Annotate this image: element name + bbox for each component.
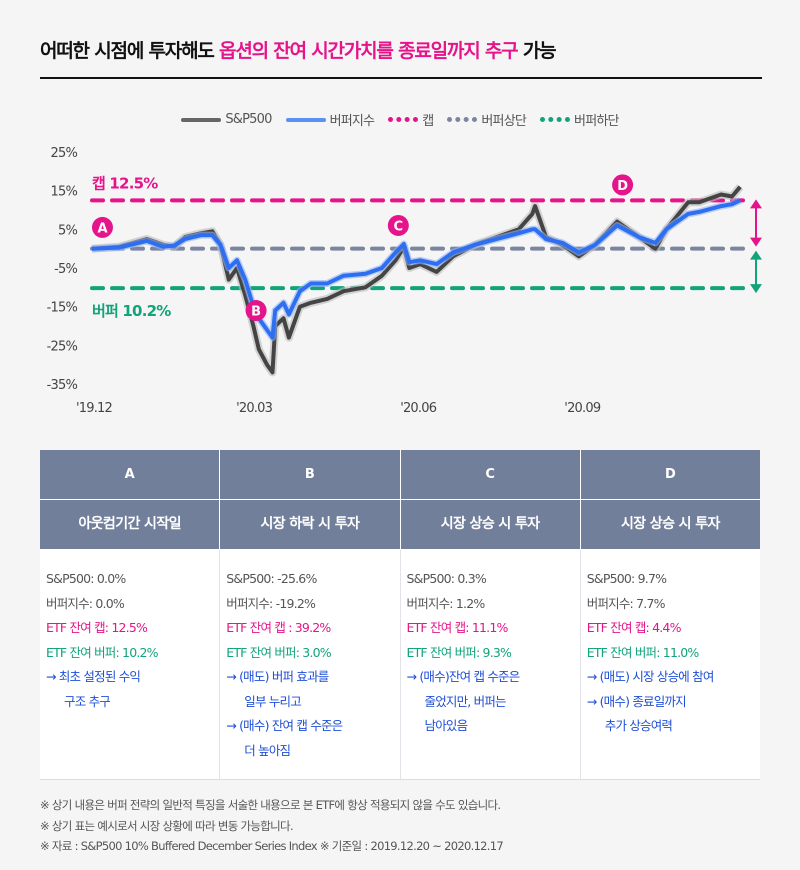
header-title-b: 시장 하락 시 투자: [220, 500, 401, 550]
cell-line: 구조 추구: [64, 693, 111, 709]
legend-swatch-buffer-index: [285, 117, 326, 122]
y-tick-label: 15%: [51, 185, 78, 200]
cell-line: ETF 잔여 버퍼: 11.0%: [586, 644, 700, 660]
cell-line: ETF 잔여 캡: 12.5%: [46, 620, 148, 635]
cell-line: ETF 잔여 캡: 4.4%: [586, 620, 682, 635]
legend-label: 캡: [422, 114, 434, 129]
y-tick-label: -5%: [54, 262, 77, 277]
header-letter-c: C: [400, 450, 581, 500]
marker-c-badge: [387, 214, 409, 236]
marker-d-badge: [612, 174, 634, 196]
cell-line: 남아있음: [424, 718, 469, 733]
cell-line: → 최초 설정된 수익: [46, 669, 141, 684]
cell-line: → (매수) 종료일까지: [586, 693, 687, 709]
cell-line: 일부 누리고: [244, 693, 301, 709]
legend-swatch-buffer-upper: [447, 117, 478, 122]
legend-item-sp500: S&P500: [181, 112, 272, 127]
title-part2: 가능: [517, 40, 557, 62]
header-letter-b: B: [220, 450, 401, 500]
header-letter-a: A: [40, 450, 221, 500]
cell-line: S&P500: 9.7%: [586, 571, 667, 586]
marker-a-label: A: [97, 221, 107, 236]
cell-line: ETF 잔여 캡 : 39.2%: [226, 620, 331, 635]
cell-line: S&P500: -25.6%: [226, 571, 317, 586]
cell-line: 줄었지만, 버퍼는: [424, 693, 507, 709]
legend-item-buffer-upper: 버퍼상단: [447, 110, 527, 129]
marker-d-label: D: [617, 179, 628, 194]
cell-line: 버퍼지수: 1.2%: [406, 595, 486, 611]
marker-b-badge: [245, 300, 267, 322]
table-cell-a: S&P500: 0.0% 버퍼지수: 0.0% ETF 잔여 캡: 12.5% ETF…: [40, 550, 221, 780]
legend-label: 버퍼지수: [329, 114, 375, 129]
footnote: ※ 상기 표는 예시로서 시장 상황에 따라 변동 가능합니다.: [40, 818, 294, 833]
cell-line: ETF 잔여 버퍼: 3.0%: [226, 644, 331, 660]
cell-line: → (매수) 잔여 캡 수준은: [226, 718, 343, 733]
table-cell-b: S&P500: -25.6% 버퍼지수: -19.2% ETF 잔여 캡 : 39.…: [220, 550, 401, 780]
x-tick-label: '20.09: [564, 401, 601, 416]
y-tick-label: 25%: [51, 146, 78, 161]
footnote: ※ 상기 내용은 버퍼 전략의 일반적 특징을 서술한 내용으로 본 ETF에 …: [40, 798, 501, 812]
buffer-label: 버퍼 10.2%: [92, 302, 171, 320]
line-chart: 25% 15% 5% -5% -15% -25% -35% '19.12 '20.03 '20.0…: [47, 146, 762, 416]
sp500-line: [91, 185, 742, 375]
legend-item-cap: 캡: [388, 110, 434, 129]
header-title-a: 아웃컴기간 시작일: [40, 500, 221, 550]
x-tick-label: '19.12: [76, 401, 112, 416]
table-body: S&P500: 0.0% 버퍼지수: 0.0% ETF 잔여 캡: 12.5% ETF…: [40, 550, 760, 780]
cell-line: S&P500: 0.3%: [406, 571, 487, 586]
marker-a-badge: [91, 216, 113, 238]
legend-label: 버퍼하단: [574, 114, 619, 129]
buffer-range-arrow-head-up: [750, 250, 762, 260]
table-cell-c: S&P500: 0.3% 버퍼지수: 1.2% ETF 잔여 캡: 11.1% ETF…: [400, 550, 581, 780]
cell-line: → (매도) 시장 상승에 참여: [586, 669, 715, 684]
cell-line: 버퍼지수: 7.7%: [586, 595, 666, 611]
cap-range-arrow-head-up: [750, 199, 762, 209]
legend-item-buffer-index: 버퍼지수: [285, 110, 375, 129]
legend-label: S&P500: [225, 112, 272, 127]
cap-range-arrow-head-down: [750, 237, 762, 247]
sp500-line-shadow: [91, 184, 744, 377]
cell-line: 버퍼지수: 0.0%: [46, 595, 125, 611]
legend-item-buffer-lower: 버퍼하단: [540, 110, 619, 129]
legend-swatch-cap: [388, 117, 419, 122]
table-header-titles: 아웃컴기간 시작일 시장 하락 시 투자 시장 상승 시 투자 시장 상승 시 투자: [40, 500, 760, 550]
x-tick-label: '20.03: [236, 401, 273, 416]
cell-line: S&P500: 0.0%: [46, 571, 126, 586]
header-title-d: 시장 상승 시 투자: [580, 500, 760, 550]
title-part1: 어떠한 시점에 투자해도: [40, 40, 220, 62]
cell-line: 버퍼지수: -19.2%: [226, 595, 316, 611]
footnote: ※ 자료 : S&P500 10% Buffered December Seri…: [40, 839, 504, 853]
cell-line: ETF 잔여 버퍼: 10.2%: [46, 644, 159, 660]
title-highlight: 옵션의 잔여 시간가치를 종료일까지 추구: [219, 40, 519, 62]
legend-swatch-buffer-lower: [540, 117, 571, 122]
y-tick-label: 5%: [58, 223, 77, 238]
footnotes: ※ 상기 내용은 버퍼 전략의 일반적 특징을 서술한 내용으로 본 ETF에 …: [40, 795, 504, 857]
header-title-c: 시장 상승 시 투자: [400, 500, 581, 550]
marker-b-label: B: [251, 305, 261, 320]
cell-line: 추가 상승여력: [604, 718, 673, 733]
cell-line: → (매도) 버퍼 효과를: [226, 669, 329, 684]
cell-line: 더 높아짐: [244, 742, 291, 758]
y-tick-label: -15%: [47, 301, 78, 316]
cap-label: 캡 12.5%: [92, 174, 158, 192]
x-tick-label: '20.06: [400, 401, 437, 416]
cell-line: ETF 잔여 버퍼: 9.3%: [406, 644, 512, 660]
cell-line: ETF 잔여 캡: 11.1%: [406, 620, 509, 635]
marker-c-label: C: [394, 219, 404, 234]
buffer-range-arrow-head-down: [750, 284, 762, 294]
chart-legend: S&P500 버퍼지수 캡 버퍼상단 버퍼하단: [0, 110, 800, 129]
y-tick-label: -25%: [47, 339, 78, 354]
title-divider: [40, 77, 762, 79]
y-tick-label: -35%: [47, 378, 78, 393]
legend-label: 버퍼상단: [481, 114, 527, 129]
cell-line: → (매수)잔여 캡 수준은: [406, 669, 521, 684]
header-letter-d: D: [580, 450, 760, 500]
table-cell-d: S&P500: 9.7% 버퍼지수: 7.7% ETF 잔여 캡: 4.4% ETF …: [580, 550, 760, 780]
page-title: 어떠한 시점에 투자해도 옵션의 잔여 시간가치를 종료일까지 추구 가능: [40, 36, 557, 63]
legend-swatch-sp500: [181, 117, 222, 122]
